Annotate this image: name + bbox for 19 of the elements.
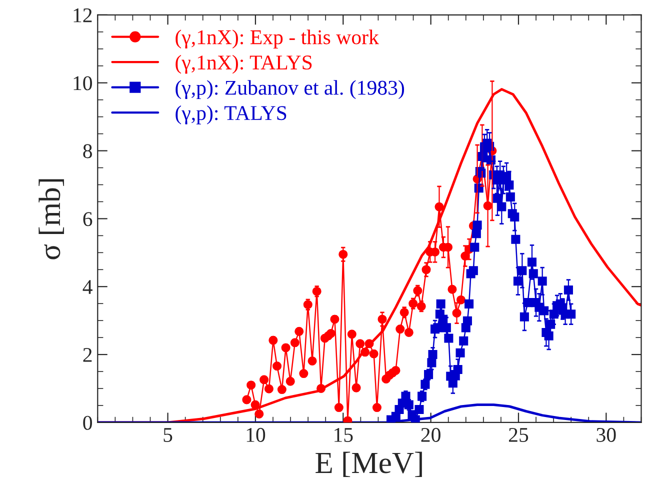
y-tick-label: 12 xyxy=(74,8,92,22)
x-tick-label: 30 xyxy=(596,428,616,442)
x-tick-label: 5 xyxy=(164,428,172,442)
y-tick-label: 8 xyxy=(83,144,92,158)
y-tick-label: 10 xyxy=(74,76,92,90)
legend-label: (γ,1nX): Exp - this work xyxy=(176,30,379,49)
y-tick-label: 6 xyxy=(83,212,92,226)
legend-label: (γ,1nX): TALYS xyxy=(176,54,312,74)
x-tick-label: 10 xyxy=(246,428,266,442)
x-tick-label: 25 xyxy=(508,428,528,442)
x-axis-title: E [MeV] xyxy=(316,452,422,478)
legend-label: (γ,p): Zubanov et al. (1983) xyxy=(176,80,404,100)
x-tick-label: 15 xyxy=(334,428,353,442)
x-tick-label: 20 xyxy=(421,428,440,442)
legend-label: (γ,p): TALYS xyxy=(176,105,286,124)
y-tick-label: 2 xyxy=(83,348,92,362)
y-axis-title: σ [mb] xyxy=(38,179,64,260)
y-tick-label: 4 xyxy=(82,280,92,294)
y-tick-label: 0 xyxy=(83,416,92,430)
